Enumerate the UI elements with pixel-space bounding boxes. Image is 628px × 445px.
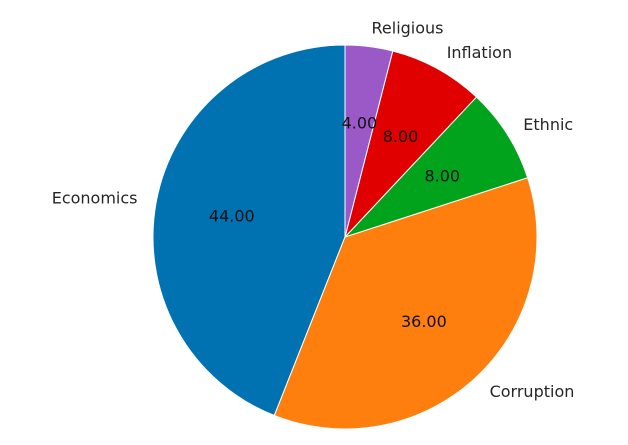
pie-slice-corruption	[273, 177, 538, 430]
slice-category-label: Inflation	[447, 43, 512, 62]
slice-value-label: 44.00	[209, 206, 255, 225]
slice-value-label: 36.00	[401, 312, 447, 331]
slice-category-label: Corruption	[490, 382, 575, 401]
pie-slice-economics	[152, 44, 346, 417]
pie-slice-ethnic	[344, 96, 529, 238]
pie-slice-inflation	[344, 50, 478, 238]
pie-slice-religious	[344, 44, 394, 238]
slice-category-label: Ethnic	[523, 115, 573, 134]
slice-value-label: 4.00	[342, 114, 378, 133]
slice-value-label: 8.00	[383, 127, 419, 146]
slice-category-label: Religious	[372, 19, 444, 38]
slice-value-label: 8.00	[424, 166, 460, 185]
slice-category-label: Economics	[52, 188, 138, 207]
